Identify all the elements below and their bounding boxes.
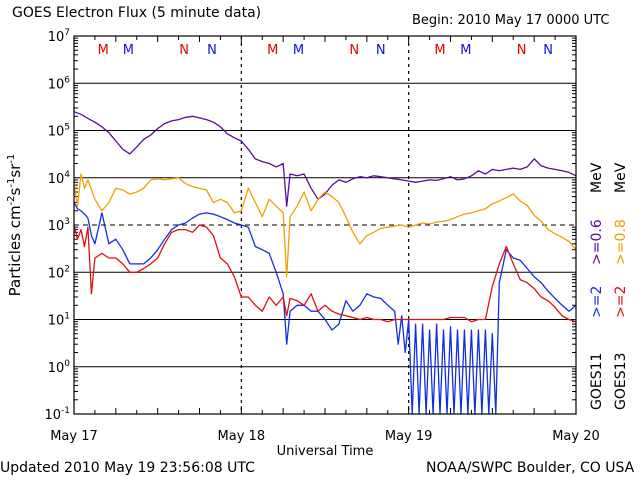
- red-ge2-label: >=2: [613, 286, 629, 318]
- series-line-0: [73, 111, 577, 207]
- mn-marker: N: [376, 43, 386, 58]
- y-tick-label: 105: [48, 123, 70, 140]
- updated-time: Updated 2010 May 19 23:56:08 UTC: [0, 460, 255, 476]
- x-axis-label: Universal Time: [277, 444, 374, 459]
- series-line-3: [73, 224, 577, 323]
- chart-title: GOES Electron Flux (5 minute data): [12, 5, 262, 21]
- mn-marker: M: [460, 43, 471, 58]
- y-tick-label: 10-1: [44, 406, 70, 423]
- y-tick-label: 100: [48, 359, 71, 376]
- y-tick-label: 106: [48, 75, 71, 92]
- x-tick-label: May 19: [385, 429, 433, 444]
- y-tick-label: 101: [48, 312, 70, 329]
- x-tick-label: May 17: [50, 429, 98, 444]
- mn-marker: N: [349, 43, 359, 58]
- blue-ge2-label: >=2: [589, 286, 605, 318]
- mev-label-2: MeV: [613, 162, 629, 193]
- series-line-1: [73, 173, 577, 278]
- mn-marker: N: [179, 43, 189, 58]
- orange-ge08-label: >=0.8: [613, 219, 629, 265]
- mev-label-1: MeV: [589, 162, 605, 193]
- goes11-label: GOES11: [589, 353, 605, 410]
- mn-marker: M: [123, 43, 134, 58]
- series-line-2: [73, 202, 577, 415]
- y-axis-label: Particles cm-2s-1sr-1: [6, 154, 24, 297]
- y-tick-label: 107: [48, 28, 70, 45]
- x-tick-label: May 20: [552, 429, 600, 444]
- mn-marker: M: [267, 43, 278, 58]
- x-tick-label: May 18: [218, 429, 266, 444]
- mn-marker: N: [543, 43, 553, 58]
- mn-marker: M: [98, 43, 109, 58]
- y-tick-label: 104: [48, 170, 71, 187]
- goes13-label: GOES13: [613, 353, 629, 410]
- credit-text: NOAA/SWPC Boulder, CO USA: [426, 460, 635, 476]
- purple-ge06-label: >=0.6: [589, 219, 605, 265]
- mn-marker: N: [207, 43, 217, 58]
- mn-marker: M: [434, 43, 445, 58]
- y-tick-label: 102: [48, 264, 70, 281]
- y-tick-label: 103: [48, 217, 70, 234]
- mn-marker: N: [517, 43, 527, 58]
- mn-marker: M: [293, 43, 304, 58]
- begin-time: Begin: 2010 May 17 0000 UTC: [412, 13, 610, 28]
- plot-frame: [73, 35, 577, 415]
